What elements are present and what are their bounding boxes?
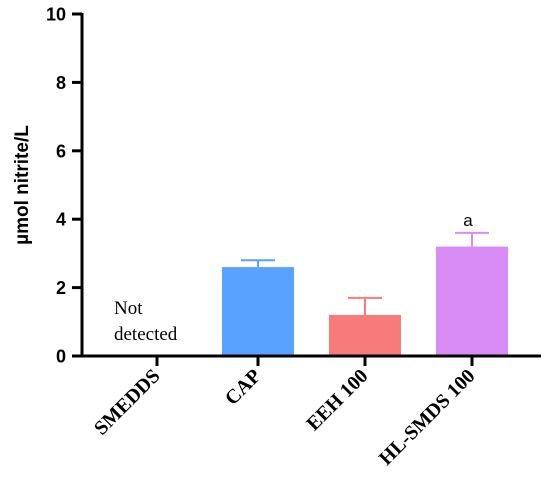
y-tick-label: 6 xyxy=(56,141,66,161)
bar-hl-smds-100 xyxy=(436,246,508,356)
x-tick-label: CAP xyxy=(221,365,266,410)
y-tick-label: 8 xyxy=(56,73,66,93)
y-tick-label: 10 xyxy=(46,5,66,25)
error-bars xyxy=(241,231,489,315)
x-tick-label: HL-SMDS 100 xyxy=(375,365,480,470)
y-tick-label: 4 xyxy=(56,210,66,230)
x-tick-label: EEH 100 xyxy=(302,365,372,435)
y-tick-label: 2 xyxy=(56,278,66,298)
significance-mark: a xyxy=(463,211,473,230)
x-tick-label: SMEDDS xyxy=(90,365,165,440)
x-axis-ticks: SMEDDS CAP EEH 100 HL-SMDS 100 xyxy=(90,356,480,470)
bar-eeh-100 xyxy=(329,314,401,356)
bar-cap xyxy=(222,267,294,356)
not-detected-label-line1: Not xyxy=(114,298,143,319)
y-tick-label: 0 xyxy=(56,347,66,367)
not-detected-label-line2: detected xyxy=(114,324,178,345)
y-axis-ticks: 0 2 4 6 8 10 xyxy=(46,5,82,367)
y-axis-label: µmol nitrite/L xyxy=(12,125,33,245)
bars xyxy=(222,246,508,356)
